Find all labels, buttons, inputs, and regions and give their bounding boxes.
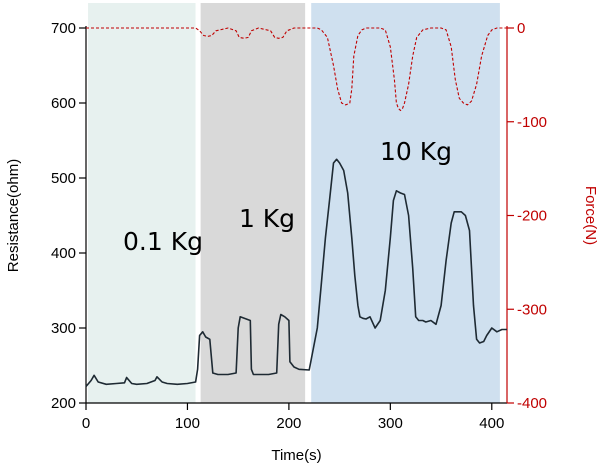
left-y-tick-label: 600 [51,95,76,112]
left-y-tick-label: 200 [51,395,76,412]
left-y-tick-label: 300 [51,320,76,337]
x-axis-title: Time(s) [271,447,321,464]
resistance-series-line [85,158,507,388]
ticks: 0 100 200 300 400 200 300 400 500 600 700 0 -100 -200… [51,20,547,432]
region-label: 10 Kg [380,137,452,166]
series [85,27,507,388]
region-label: 0.1 Kg [123,227,203,256]
x-tick-label: 100 [175,415,200,432]
right-y-tick-label: -100 [517,114,547,131]
region-labels: 0.1 Kg 1 Kg 10 Kg [123,137,452,256]
region-label: 1 Kg [239,204,295,233]
left-y-tick-label: 500 [51,170,76,187]
right-y-axis-title: Force(N) [582,186,599,245]
right-y-tick-label: -200 [517,208,547,225]
left-y-tick-label: 700 [51,20,76,37]
x-tick-label: 300 [378,415,403,432]
shaded-regions [88,3,500,403]
x-tick-label: 200 [276,415,301,432]
region-rect [200,3,306,403]
x-tick-label: 0 [82,415,90,432]
right-y-tick-label: -400 [517,395,547,412]
force-series-line [86,27,507,112]
axes [85,26,508,404]
region-rect [88,3,196,403]
right-y-tick-label: 0 [517,20,525,37]
x-tick-label: 400 [479,415,504,432]
right-y-tick-label: -300 [517,301,547,318]
left-y-tick-label: 400 [51,245,76,262]
left-y-axis-title: Resistance(ohm) [5,159,22,272]
